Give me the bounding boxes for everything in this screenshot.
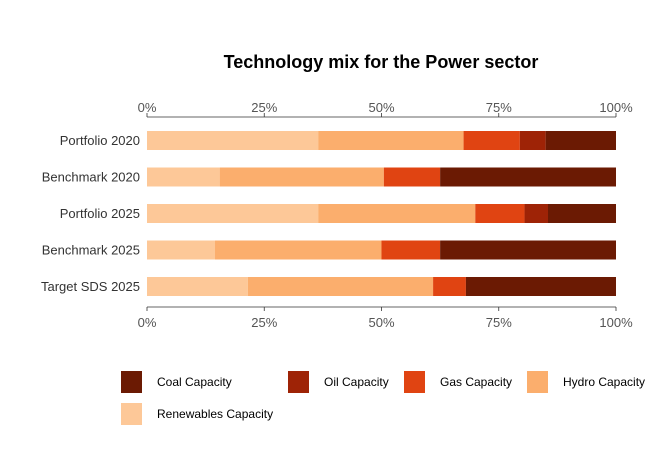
- legend-label: Renewables Capacity: [157, 407, 273, 421]
- bottom-axis: 0% 25% 50% 75% 100%: [138, 306, 633, 330]
- legend-swatch: [404, 371, 425, 393]
- bar-segment-oil-capacity: [519, 131, 546, 150]
- legend-swatch: [527, 371, 548, 393]
- bar-segment-hydro-capacity: [247, 277, 434, 296]
- bar-segment-hydro-capacity: [215, 240, 382, 260]
- category-label: Benchmark 2020: [42, 170, 140, 185]
- top-tick-label: 75%: [486, 100, 512, 115]
- legend-label: Gas Capacity: [440, 375, 512, 389]
- bar-segment-hydro-capacity: [318, 204, 476, 223]
- category-label: Benchmark 2025: [42, 243, 140, 258]
- top-tick-label: 25%: [251, 100, 277, 115]
- bar-segment-gas-capacity: [433, 277, 466, 296]
- bar-segment-renewables-capacity: [147, 204, 319, 223]
- bar-segment-gas-capacity: [383, 167, 441, 187]
- bar-segment-hydro-capacity: [318, 131, 464, 150]
- chart-title: Technology mix for the Power sector: [224, 52, 539, 72]
- bar-segment-hydro-capacity: [219, 167, 384, 187]
- bar-segment-renewables-capacity: [147, 167, 220, 187]
- legend-label: Coal Capacity: [157, 375, 232, 389]
- legend-swatch: [288, 371, 309, 393]
- bottom-tick-label: 100%: [599, 315, 633, 330]
- bar-segment-gas-capacity: [463, 131, 520, 150]
- top-axis: 0% 25% 50% 75% 100%: [138, 100, 633, 118]
- bar-segment-oil-capacity: [524, 204, 548, 223]
- legend-label: Hydro Capacity: [563, 375, 645, 389]
- bar-segment-coal-capacity: [440, 240, 616, 260]
- bar-segment-gas-capacity: [381, 240, 441, 260]
- bottom-tick-label: 25%: [251, 315, 277, 330]
- legend-swatch: [121, 403, 142, 425]
- bar-segment-gas-capacity: [475, 204, 525, 223]
- bar-segment-renewables-capacity: [147, 277, 248, 296]
- top-tick-label: 100%: [599, 100, 633, 115]
- category-labels: Portfolio 2020 Benchmark 2020 Portfolio 20…: [41, 133, 140, 294]
- bottom-tick-label: 0%: [138, 315, 157, 330]
- bar-segment-renewables-capacity: [147, 240, 216, 260]
- legend: Coal Capacity Oil Capacity Gas Capacity Hyd…: [121, 371, 645, 425]
- bar-segment-coal-capacity: [547, 204, 616, 223]
- bottom-tick-label: 75%: [486, 315, 512, 330]
- bar-segment-coal-capacity: [440, 167, 616, 187]
- category-label: Portfolio 2020: [60, 133, 140, 148]
- top-tick-label: 0%: [138, 100, 157, 115]
- legend-label: Oil Capacity: [324, 375, 389, 389]
- bars: [147, 131, 616, 296]
- bar-segment-coal-capacity: [465, 277, 616, 296]
- legend-swatch: [121, 371, 142, 393]
- bar-segment-coal-capacity: [545, 131, 616, 150]
- category-label: Portfolio 2025: [60, 206, 140, 221]
- top-tick-label: 50%: [368, 100, 394, 115]
- bar-segment-renewables-capacity: [147, 131, 319, 150]
- category-label: Target SDS 2025: [41, 279, 140, 294]
- bottom-tick-label: 50%: [368, 315, 394, 330]
